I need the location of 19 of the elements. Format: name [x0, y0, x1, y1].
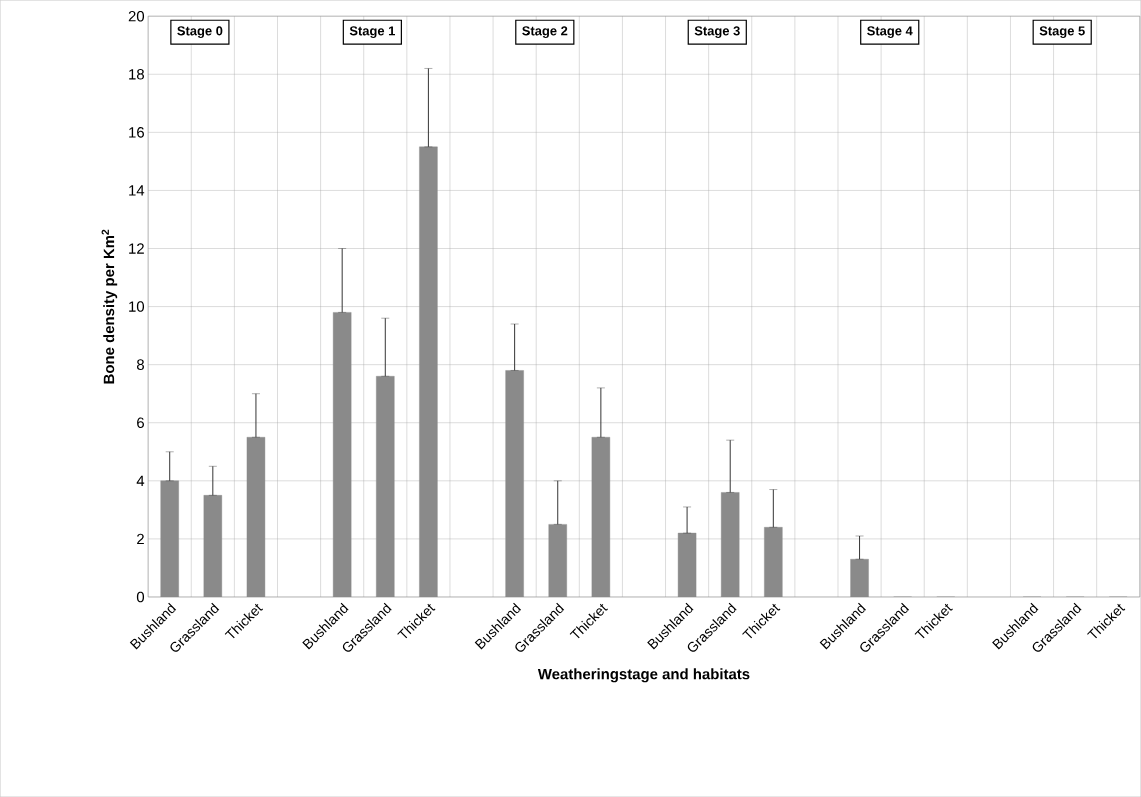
y-tick-label: 0	[136, 591, 145, 603]
y-tick-label: 16	[129, 127, 144, 138]
y-tick-label: 20	[128, 10, 145, 22]
y-tick-label: 14	[129, 185, 145, 196]
y-tick-label: 18	[129, 68, 144, 80]
x-axis-title: Weatheringstage and habitats	[537, 668, 750, 683]
y-tick-label: 12	[129, 243, 144, 254]
y-tick-label: 10	[129, 301, 145, 312]
y-tick-label: 8	[136, 359, 144, 370]
annotation: Stage 4	[867, 26, 913, 39]
y-tick-label: 6	[137, 417, 144, 428]
y-tick-label: 2	[137, 533, 144, 545]
annotation: Stage 3	[694, 26, 740, 39]
annotation: Stage 2	[522, 26, 568, 39]
annotation: Stage 0	[177, 26, 223, 39]
y-tick-label: 4	[136, 475, 145, 486]
annotation: Stage 5	[1039, 26, 1085, 39]
y-axis-title: Bone density per Km$^{2}$	[101, 229, 118, 384]
annotation: Stage 1	[349, 26, 396, 39]
